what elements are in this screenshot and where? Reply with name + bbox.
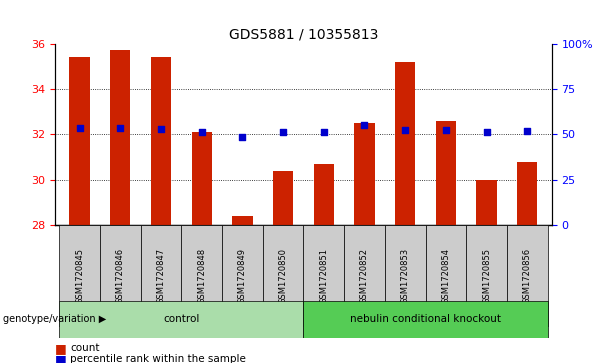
Bar	[222, 225, 263, 327]
Text: control: control	[163, 314, 199, 325]
Point	[522, 128, 532, 134]
Bar	[59, 225, 100, 327]
Bar	[232, 216, 253, 225]
Text: GSM1720847: GSM1720847	[156, 248, 166, 304]
Text: percentile rank within the sample: percentile rank within the sample	[70, 354, 246, 363]
Bar	[181, 225, 222, 327]
Point	[441, 127, 451, 132]
Bar	[466, 225, 507, 327]
Bar	[344, 225, 385, 327]
Bar	[436, 121, 456, 225]
Point	[237, 134, 247, 139]
Text: GSM1720850: GSM1720850	[278, 248, 287, 304]
Text: GSM1720855: GSM1720855	[482, 248, 491, 304]
Title: GDS5881 / 10355813: GDS5881 / 10355813	[229, 27, 378, 41]
Point	[156, 126, 166, 131]
Bar	[140, 225, 181, 327]
Text: GSM1720856: GSM1720856	[523, 248, 532, 304]
Bar	[395, 62, 416, 225]
Text: GSM1720851: GSM1720851	[319, 248, 329, 304]
Bar	[476, 180, 497, 225]
Text: ■: ■	[55, 342, 71, 355]
Bar	[273, 171, 293, 225]
Bar	[354, 123, 375, 225]
Bar	[314, 164, 334, 225]
Text: GSM1720846: GSM1720846	[116, 248, 125, 304]
Bar	[507, 225, 547, 327]
Bar	[263, 225, 303, 327]
Text: GSM1720853: GSM1720853	[401, 248, 409, 304]
Text: GSM1720849: GSM1720849	[238, 248, 247, 304]
Bar	[59, 301, 303, 338]
Text: GSM1720848: GSM1720848	[197, 248, 206, 304]
Text: nebulin conditional knockout: nebulin conditional knockout	[350, 314, 501, 325]
Point	[75, 125, 85, 130]
Bar	[100, 225, 140, 327]
Bar	[69, 57, 89, 225]
Text: ■: ■	[55, 353, 71, 363]
Bar	[385, 225, 425, 327]
Point	[319, 129, 329, 135]
Bar	[517, 162, 538, 225]
Bar	[425, 225, 466, 327]
Bar	[110, 50, 131, 225]
Text: GSM1720852: GSM1720852	[360, 248, 369, 304]
Text: GSM1720854: GSM1720854	[441, 248, 451, 304]
Point	[197, 129, 207, 135]
Bar	[303, 301, 547, 338]
Bar	[303, 225, 344, 327]
Point	[278, 129, 288, 135]
Point	[400, 127, 410, 132]
Bar	[151, 57, 171, 225]
Text: count: count	[70, 343, 100, 354]
Point	[115, 125, 125, 130]
Point	[482, 129, 492, 135]
Text: genotype/variation ▶: genotype/variation ▶	[3, 314, 106, 325]
Text: GSM1720845: GSM1720845	[75, 248, 84, 304]
Bar	[191, 132, 212, 225]
Point	[360, 122, 370, 128]
